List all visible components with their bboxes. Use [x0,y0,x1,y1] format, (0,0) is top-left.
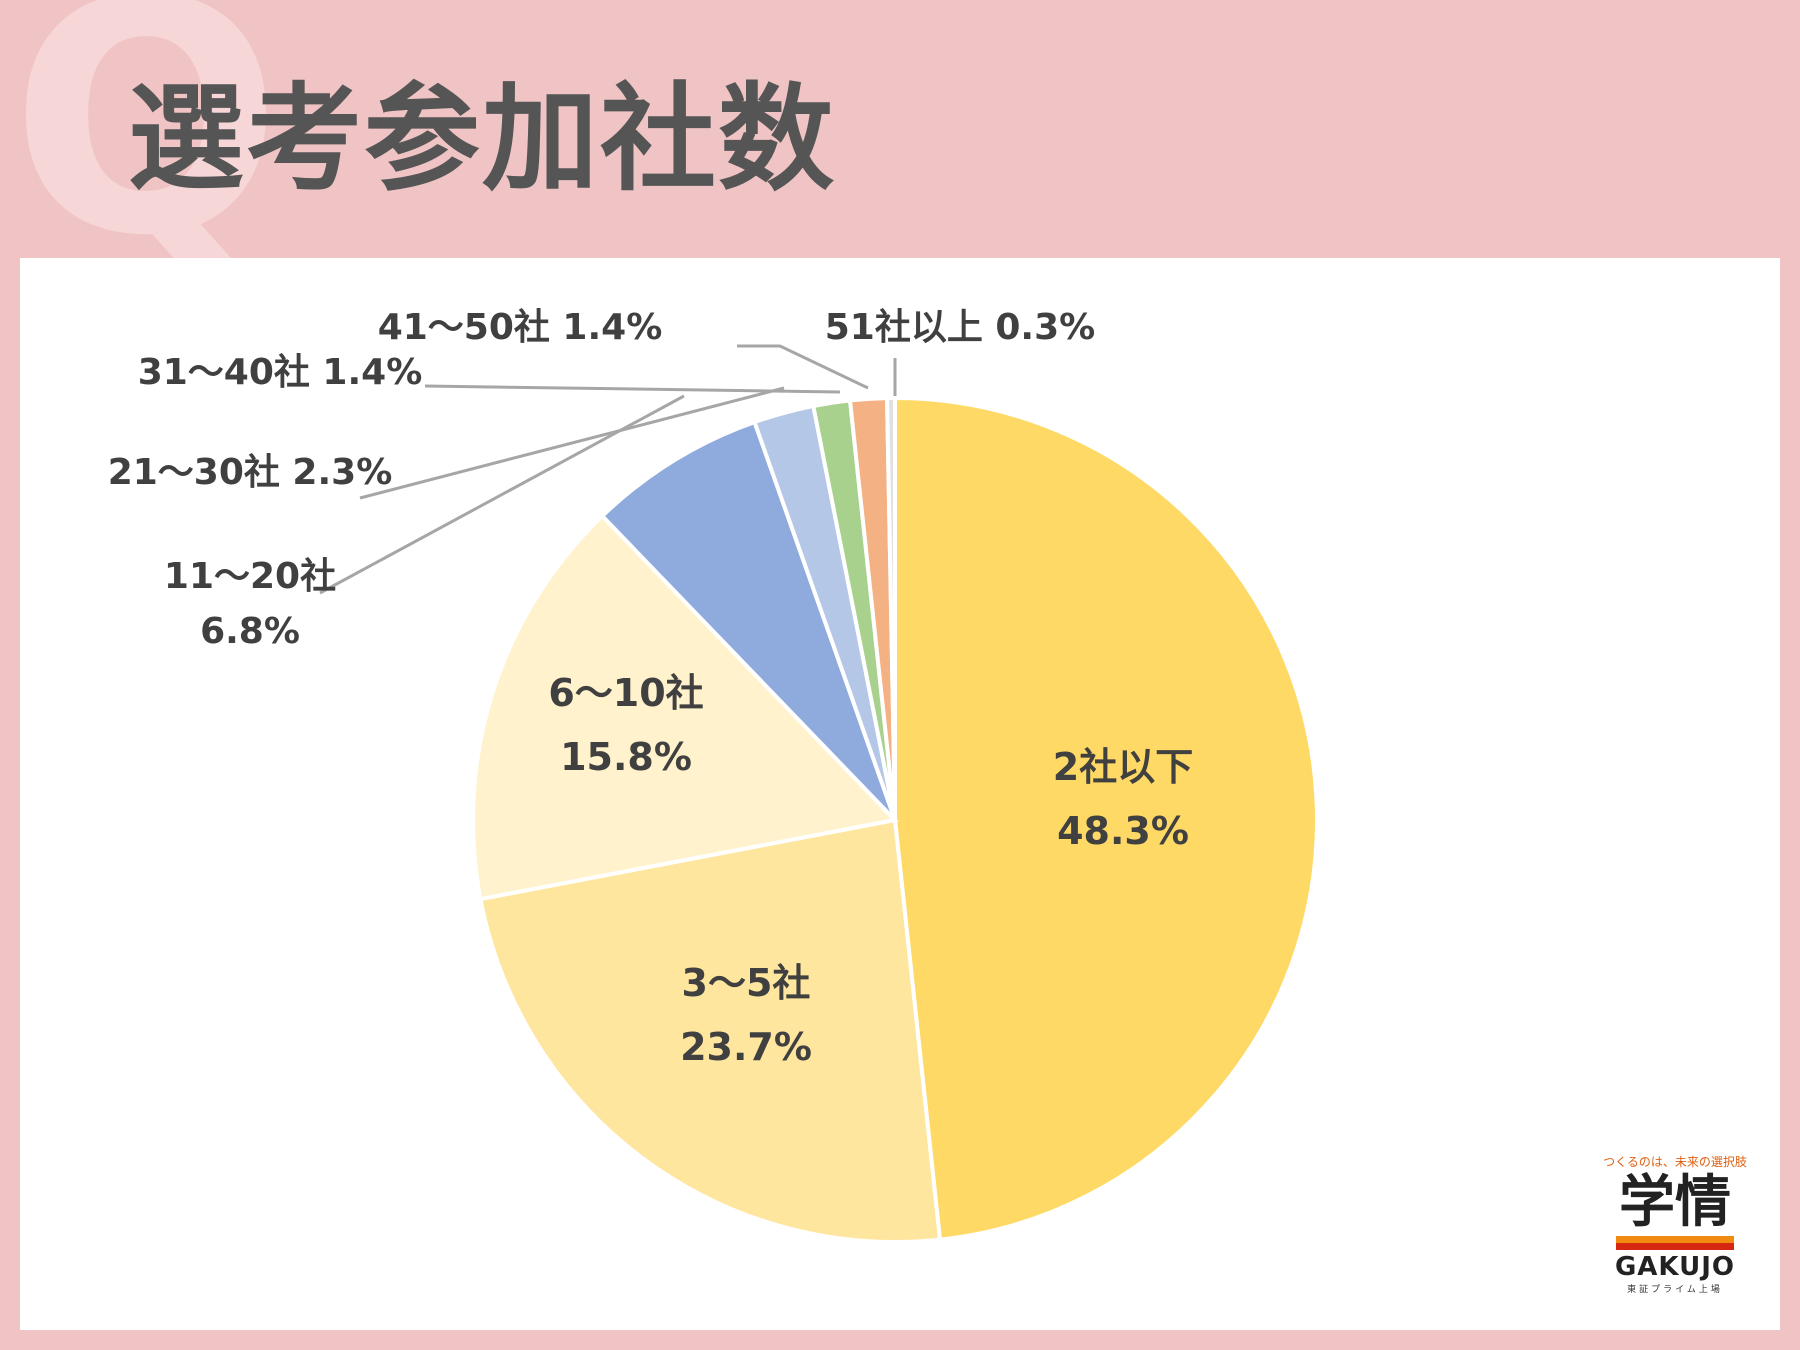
slice-5-leader-line [359,386,785,500]
logo-sub: 東証プライム上場 [1627,1284,1723,1295]
slide-header: Q 選考参加社数 [0,0,1800,280]
slice-2-wedge [478,817,943,1244]
slice-4-value-label: 6.8% [200,611,300,652]
slice-2-value-label: 23.7% [680,1025,812,1069]
page-title: 選考参加社数 [128,72,836,207]
leader-lines [319,344,897,595]
slice-4-wedge [599,419,897,822]
slice-6-leader-line [424,384,841,394]
slice-3-value-label: 15.8% [560,735,692,779]
slice-8-label: 51社以上 0.3% [825,307,1095,348]
logo-bar [1616,1235,1734,1250]
chart-panel: 2社以下 48.3% 3～5社 23.7% 6～10社 15.8% 11～20社 6.8% 21… [20,258,1780,1330]
slice-3-category-label: 6～10社 [548,671,703,715]
logo-tagline: つくるのは、未来の選択肢 [1603,1155,1747,1169]
slice-1-category-label: 2社以下 [1053,745,1193,789]
slice-7-leader-line [737,344,869,390]
slice-5-label: 21～30社 2.3% [108,452,393,493]
slice-7-label: 41～50社 1.4% [378,307,663,348]
logo-word: GAKUJO [1614,1251,1736,1282]
pie-chart: 2社以下 48.3% 3～5社 23.7% 6～10社 15.8% 11～20社 6.8% 21… [108,307,1319,1244]
slice-1-value-label: 48.3% [1057,809,1189,853]
slice-8-wedge [885,395,897,821]
logo-mark: 学情 [1619,1170,1731,1235]
slice-3-wedge [471,513,900,902]
slice-2-category-label: 3～5社 [682,961,811,1005]
slice-4-category-label: 11～20社 [164,556,336,597]
gakujo-logo: つくるのは、未来の選択肢 学情 GAKUJO 東証プライム上場 [1580,1145,1770,1320]
q-watermark: Q [10,0,283,306]
slice-1-wedge [893,395,1319,1242]
pie-slices [471,395,1319,1244]
slice-6-label: 31～40社 1.4% [138,352,423,393]
slice-labels: 2社以下 48.3% 3～5社 23.7% 6～10社 15.8% 11～20社 6.8% 21… [108,307,1194,1069]
